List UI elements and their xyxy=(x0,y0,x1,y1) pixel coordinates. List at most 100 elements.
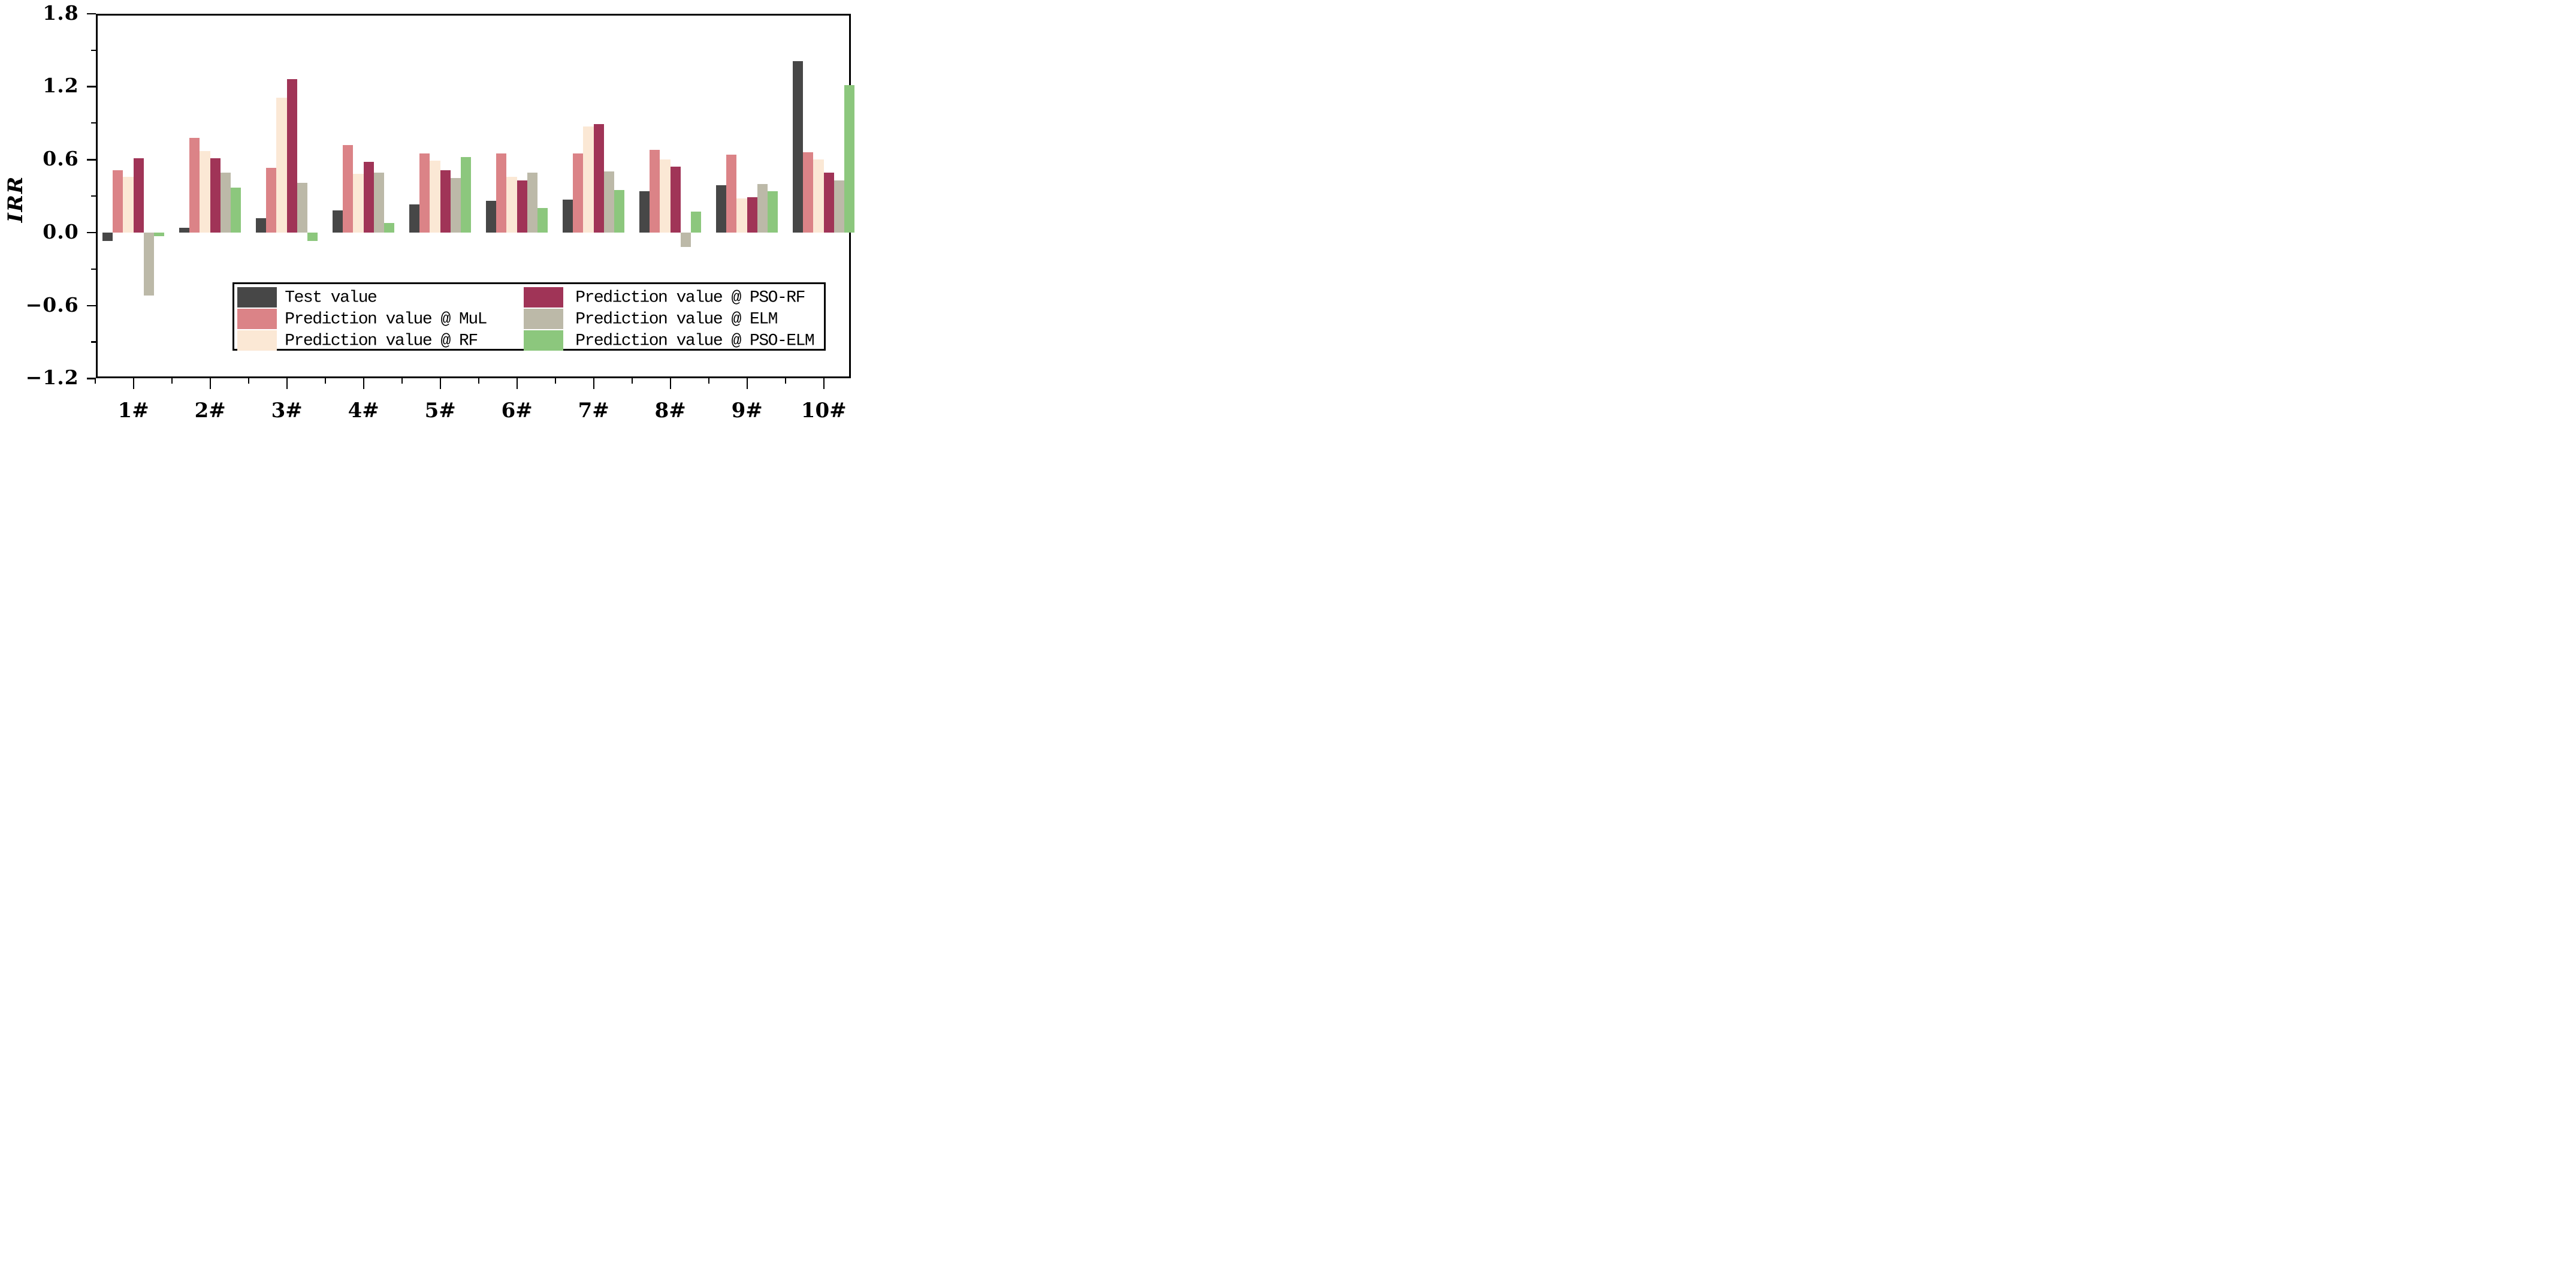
bar-8#-Prediction value @ PSO-ELM xyxy=(691,212,702,233)
bar-9#-Prediction value @ PSO-RF xyxy=(747,197,757,233)
x-major-tick xyxy=(439,378,441,390)
y-major-tick xyxy=(86,159,96,161)
x-major-tick xyxy=(823,378,825,390)
bar-3#-Prediction value @ PSO-RF xyxy=(286,79,297,233)
x-tick-label: 10# xyxy=(801,399,847,423)
y-major-tick xyxy=(86,86,96,88)
bar-4#-Prediction value @ PSO-RF xyxy=(363,162,374,233)
x-minor-tick xyxy=(631,378,633,384)
y-minor-tick xyxy=(90,268,96,270)
legend-label: Prediction value @ MuL xyxy=(285,310,487,329)
bar-4#-Prediction value @ PSO-ELM xyxy=(384,222,395,233)
bar-1#-Prediction value @ PSO-RF xyxy=(133,158,144,233)
bar-1#-Prediction value @ PSO-ELM xyxy=(154,232,165,236)
bar-8#-Prediction value @ RF xyxy=(660,159,671,233)
bar-5#-Prediction value @ PSO-ELM xyxy=(461,157,472,233)
legend-label: Test value xyxy=(285,288,378,308)
bar-4#-Test value xyxy=(333,210,343,233)
legend-swatch xyxy=(237,330,277,351)
bar-2#-Test value xyxy=(179,227,190,233)
x-minor-tick xyxy=(247,378,249,384)
x-minor-tick xyxy=(171,378,173,384)
bar-6#-Prediction value @ PSO-ELM xyxy=(537,208,548,233)
bar-7#-Test value xyxy=(563,200,573,233)
x-major-tick xyxy=(669,378,671,390)
bar-2#-Prediction value @ RF xyxy=(200,150,210,233)
bar-5#-Prediction value @ MuL xyxy=(419,153,430,233)
x-major-tick xyxy=(286,378,288,390)
bar-8#-Prediction value @ PSO-RF xyxy=(670,167,681,233)
bar-10#-Prediction value @ RF xyxy=(813,159,824,233)
x-tick-label: 4# xyxy=(348,399,379,423)
bar-9#-Test value xyxy=(716,185,727,233)
y-tick-label: −1.2 xyxy=(25,366,79,390)
x-tick-label: 7# xyxy=(578,399,609,423)
x-minor-tick xyxy=(784,378,786,384)
bar-6#-Prediction value @ MuL xyxy=(496,153,507,233)
bar-1#-Prediction value @ RF xyxy=(123,176,134,233)
bar-9#-Prediction value @ RF xyxy=(736,198,747,233)
bar-6#-Prediction value @ RF xyxy=(506,176,517,233)
x-tick-label: 5# xyxy=(424,399,456,423)
bar-8#-Prediction value @ MuL xyxy=(650,149,660,233)
bar-10#-Prediction value @ MuL xyxy=(803,152,814,233)
bar-3#-Prediction value @ PSO-ELM xyxy=(307,232,318,242)
bar-2#-Prediction value @ PSO-ELM xyxy=(231,187,241,233)
bar-2#-Prediction value @ ELM xyxy=(220,173,231,233)
x-tick-label: 3# xyxy=(271,399,303,423)
bar-1#-Prediction value @ ELM xyxy=(143,232,155,296)
bar-10#-Prediction value @ ELM xyxy=(833,180,845,233)
x-minor-tick xyxy=(401,378,403,384)
legend-swatch xyxy=(524,287,564,308)
x-minor-tick xyxy=(708,378,709,384)
x-minor-tick xyxy=(324,378,326,384)
bar-9#-Prediction value @ ELM xyxy=(757,183,768,233)
legend: Test value Prediction value @ MuL Predicti… xyxy=(232,282,826,351)
y-major-tick xyxy=(86,231,96,234)
x-major-tick xyxy=(516,378,518,390)
x-tick-label: 8# xyxy=(654,399,686,423)
bar-5#-Prediction value @ ELM xyxy=(450,177,461,233)
y-minor-tick xyxy=(90,341,96,343)
legend-swatch xyxy=(524,309,564,330)
bar-4#-Prediction value @ ELM xyxy=(373,173,385,233)
y-major-tick xyxy=(86,378,96,379)
legend-swatch xyxy=(524,330,564,351)
x-tick-label: 9# xyxy=(731,399,763,423)
bar-7#-Prediction value @ ELM xyxy=(603,171,615,233)
chart-figure: IRR Test value Prediction value @ MuL Pred… xyxy=(0,0,859,423)
bar-10#-Prediction value @ PSO-ELM xyxy=(844,85,855,233)
y-minor-tick xyxy=(90,195,96,197)
legend-label: Prediction value @ PSO-ELM xyxy=(575,331,814,351)
legend-swatch xyxy=(237,287,277,308)
bar-7#-Prediction value @ RF xyxy=(583,126,594,233)
legend-swatch xyxy=(237,309,277,330)
x-minor-tick xyxy=(554,378,556,384)
bar-5#-Prediction value @ RF xyxy=(430,161,440,233)
bar-1#-Test value xyxy=(102,232,113,242)
bar-9#-Prediction value @ MuL xyxy=(726,155,737,233)
bar-9#-Prediction value @ PSO-ELM xyxy=(768,191,778,233)
y-tick-label: −0.6 xyxy=(25,293,79,317)
bar-3#-Prediction value @ MuL xyxy=(266,168,277,233)
bar-10#-Test value xyxy=(793,61,804,233)
x-major-tick xyxy=(593,378,594,390)
bar-6#-Test value xyxy=(486,201,497,233)
x-tick-label: 6# xyxy=(501,399,533,423)
bar-2#-Prediction value @ PSO-RF xyxy=(210,158,221,233)
bar-1#-Prediction value @ MuL xyxy=(113,170,123,233)
x-tick-label: 2# xyxy=(194,399,226,423)
bar-2#-Prediction value @ MuL xyxy=(189,137,200,233)
bar-3#-Prediction value @ ELM xyxy=(297,182,308,233)
bar-4#-Prediction value @ RF xyxy=(353,174,364,233)
x-minor-tick xyxy=(94,378,96,384)
bar-3#-Prediction value @ RF xyxy=(276,97,287,233)
x-major-tick xyxy=(132,378,134,390)
legend-label: Prediction value @ PSO-RF xyxy=(575,288,805,308)
y-tick-label: 0.0 xyxy=(43,219,79,243)
bar-7#-Prediction value @ PSO-RF xyxy=(593,124,604,233)
y-tick-label: 1.2 xyxy=(43,74,79,98)
y-major-tick xyxy=(86,305,96,306)
bar-6#-Prediction value @ PSO-RF xyxy=(517,180,527,233)
legend-label: Prediction value @ ELM xyxy=(575,310,778,329)
